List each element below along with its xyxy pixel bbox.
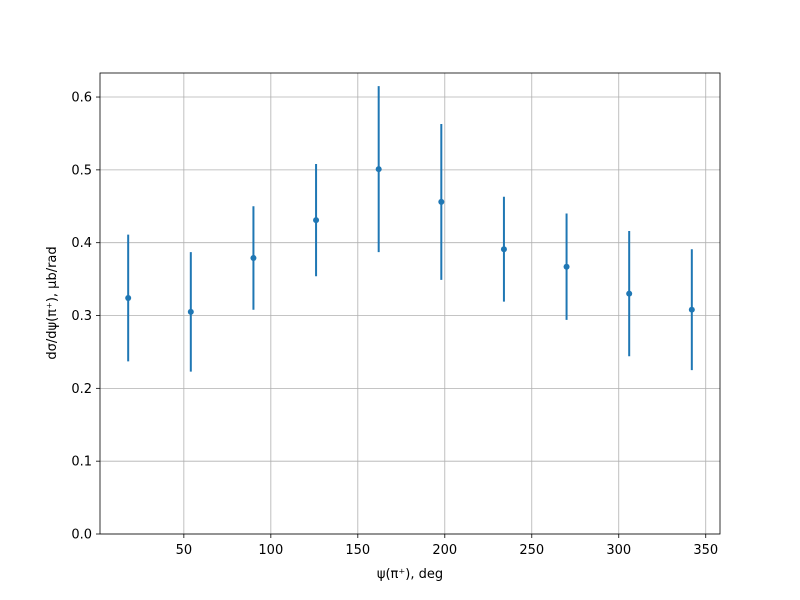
data-point <box>250 254 257 261</box>
y-tick-label: 0.2 <box>71 382 92 397</box>
plot-frame <box>99 72 721 535</box>
data-point <box>688 306 695 313</box>
y-tick-label: 0.4 <box>71 236 92 251</box>
x-tick-label: 100 <box>258 543 283 558</box>
data-point <box>313 217 320 224</box>
data-point <box>438 198 445 205</box>
y-tick-label: 0.0 <box>71 528 92 543</box>
y-tick-label: 0.3 <box>71 309 92 324</box>
x-tick-label: 150 <box>345 543 370 558</box>
data-point <box>500 246 507 253</box>
data-point <box>626 290 633 297</box>
x-tick-label: 50 <box>176 543 193 558</box>
data-point <box>187 308 194 315</box>
y-tick-label: 0.6 <box>71 91 92 106</box>
data-point <box>125 295 132 302</box>
x-tick-label: 250 <box>519 543 544 558</box>
y-axis-label: dσ/dψ(π⁺), μb/rad <box>45 246 60 359</box>
data-point <box>563 263 570 270</box>
x-tick-label: 300 <box>606 543 631 558</box>
x-axis-label: ψ(π⁺), deg <box>377 567 443 582</box>
x-tick-label: 200 <box>432 543 457 558</box>
y-tick-label: 0.1 <box>71 455 92 470</box>
x-tick-label: 350 <box>693 543 718 558</box>
y-tick-label: 0.5 <box>71 163 92 178</box>
data-point <box>375 166 382 173</box>
